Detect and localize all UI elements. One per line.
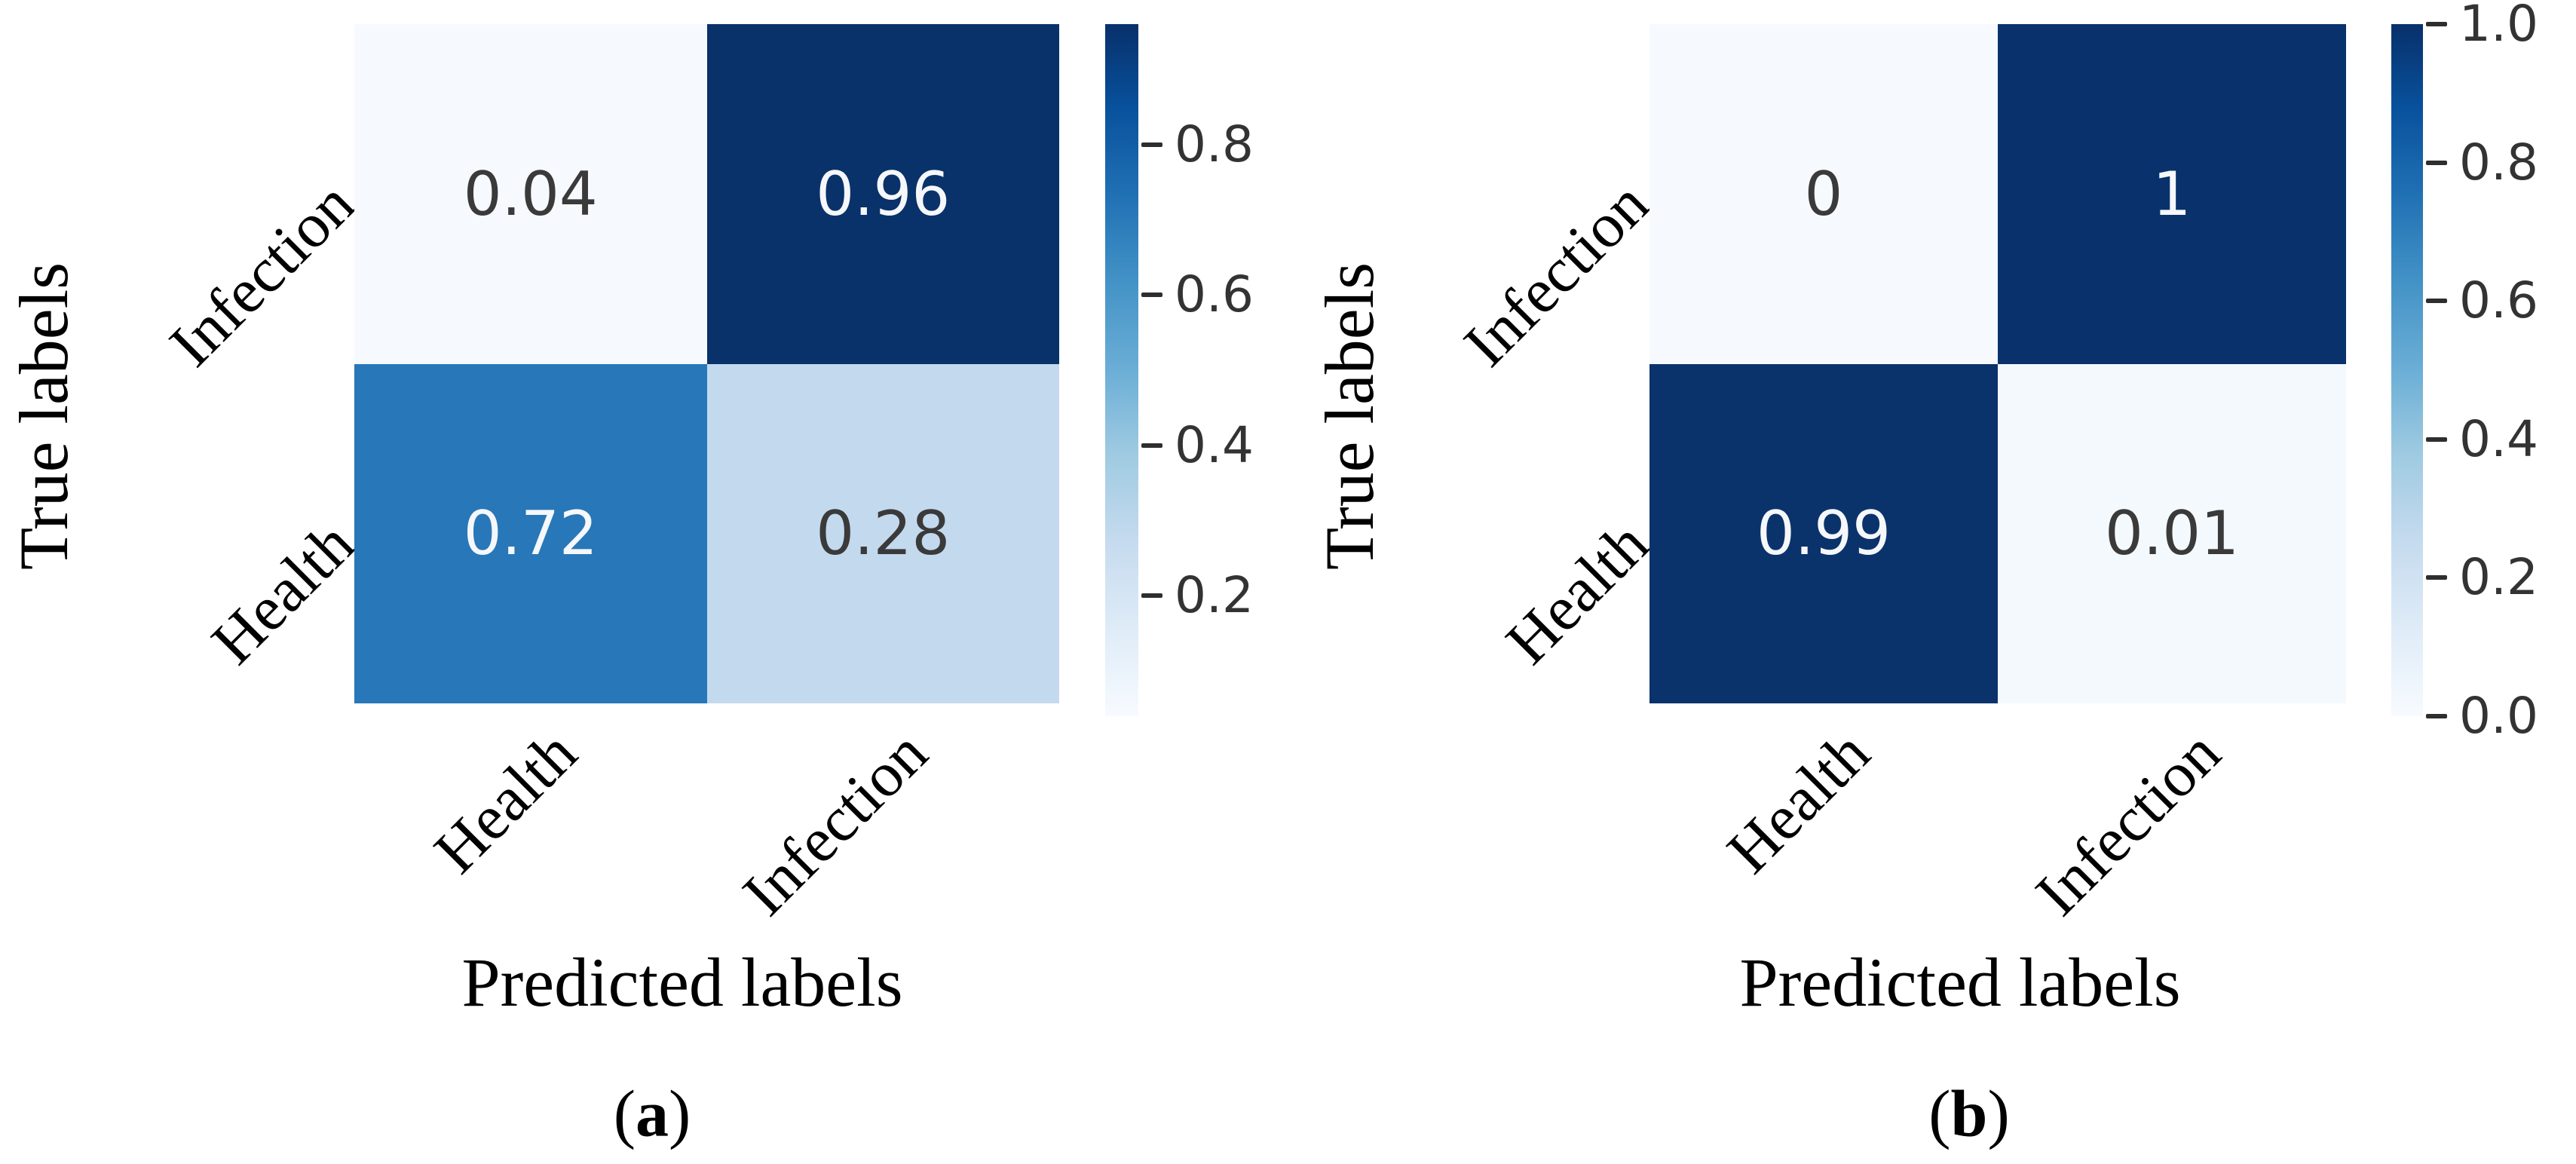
y-axis-title-a: True labels <box>5 262 82 571</box>
tick-label: 0.8 <box>2459 133 2538 191</box>
caption-close: ) <box>669 1077 691 1151</box>
caption-open: ( <box>1928 1077 1951 1151</box>
x-tick-health-b: Health <box>1714 718 1883 887</box>
x-tick-health-a: Health <box>421 718 590 887</box>
colorbar-b <box>2391 24 2423 716</box>
tick-dash <box>1141 593 1162 598</box>
colorbar-a <box>1105 24 1138 716</box>
tick-dash <box>1141 443 1162 448</box>
colorbar-tick-a: 0.2 <box>1141 567 1254 624</box>
tick-dash <box>2426 161 2447 165</box>
y-tick-infection-b: Infection <box>1450 168 1662 380</box>
colorbar-tick-a: 0.4 <box>1141 417 1254 474</box>
tick-dash <box>2426 437 2447 442</box>
cell-a-r0c1: 0.96 <box>706 24 1059 364</box>
cell-b-r0c1: 1 <box>1998 24 2346 364</box>
tick-label: 0.8 <box>1175 115 1254 173</box>
caption-close: ) <box>1987 1077 2010 1151</box>
tick-dash <box>2426 575 2447 580</box>
colorbar-tick-b: 1.0 <box>2426 0 2538 53</box>
x-tick-infection-b: Infection <box>2022 718 2234 930</box>
tick-label: 0.2 <box>2459 548 2538 606</box>
colorbar-tick-b: 0.4 <box>2426 411 2538 468</box>
x-axis-title-a: Predicted labels <box>461 944 903 1021</box>
colorbar-tick-b: 0.0 <box>2426 688 2538 745</box>
caption-a: (a) <box>614 1077 691 1153</box>
cell-b-r0c0: 0 <box>1649 24 1998 364</box>
tick-dash <box>2426 714 2447 718</box>
cell-a-r1c1: 0.28 <box>706 363 1059 703</box>
tick-dash <box>1141 142 1162 147</box>
cell-b-r1c0: 0.99 <box>1649 363 1998 703</box>
y-tick-health-b: Health <box>1493 508 1662 678</box>
tick-label: 0.4 <box>1175 416 1254 474</box>
y-tick-health-a: Health <box>198 508 368 678</box>
tick-label: 0.6 <box>1175 265 1254 323</box>
caption-b: (b) <box>1928 1077 2010 1153</box>
caption-letter: b <box>1950 1077 1988 1151</box>
cell-b-r1c1: 0.01 <box>1998 363 2346 703</box>
colorbar-tick-b: 0.2 <box>2426 549 2538 606</box>
heatmap-grid-a: 0.04 0.96 0.72 0.28 <box>354 24 1059 703</box>
colorbar-tick-b: 0.6 <box>2426 272 2538 329</box>
colorbar-tick-b: 0.8 <box>2426 134 2538 191</box>
cell-a-r1c0: 0.72 <box>354 363 707 703</box>
colorbar-tick-a: 0.8 <box>1141 116 1254 173</box>
x-axis-title-b: Predicted labels <box>1739 944 2181 1021</box>
tick-dash <box>1141 293 1162 297</box>
caption-open: ( <box>613 1077 636 1151</box>
tick-label: 0.6 <box>2459 271 2538 329</box>
heatmap-grid-b: 0 1 0.99 0.01 <box>1649 24 2346 703</box>
y-axis-title-b: True labels <box>1311 262 1388 571</box>
cell-a-r0c0: 0.04 <box>354 24 707 364</box>
tick-dash <box>2426 22 2447 26</box>
y-tick-infection-a: Infection <box>156 168 368 380</box>
tick-label: 0.2 <box>1175 566 1254 624</box>
caption-letter: a <box>636 1077 669 1151</box>
x-tick-infection-a: Infection <box>729 718 941 930</box>
colorbar-tick-a: 0.6 <box>1141 266 1254 323</box>
tick-dash <box>2426 299 2447 303</box>
tick-label: 0.4 <box>2459 410 2538 468</box>
tick-label: 1.0 <box>2459 0 2538 53</box>
tick-label: 0.0 <box>2459 687 2538 745</box>
